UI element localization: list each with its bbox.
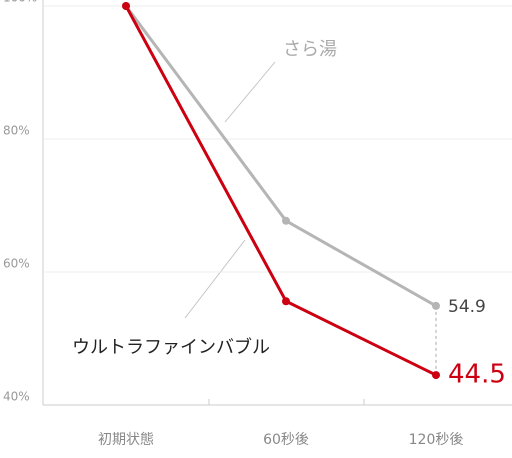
y-tick-label: 40% (3, 390, 30, 404)
leader-line (184, 239, 246, 319)
point (282, 297, 290, 306)
point (282, 216, 290, 225)
point (122, 2, 130, 10)
point (432, 371, 440, 380)
point (432, 301, 440, 310)
y-tick-label: 100% (3, 0, 37, 5)
x-tick-label: 120秒後 (409, 432, 464, 448)
y-tick-label: 80% (3, 124, 30, 138)
data-label: 54.9 (448, 297, 486, 317)
series-label: ウルトラファインバブル (72, 336, 270, 358)
line (124, 5, 437, 308)
series-label: さら湯 (283, 39, 337, 60)
y-tick-label: 60% (3, 257, 30, 271)
data-label: 44.5 (448, 360, 506, 390)
line (124, 5, 437, 377)
x-tick-label: 初期状態 (98, 431, 154, 448)
leader-line (224, 61, 276, 123)
x-tick-label: 60秒後 (263, 432, 309, 448)
